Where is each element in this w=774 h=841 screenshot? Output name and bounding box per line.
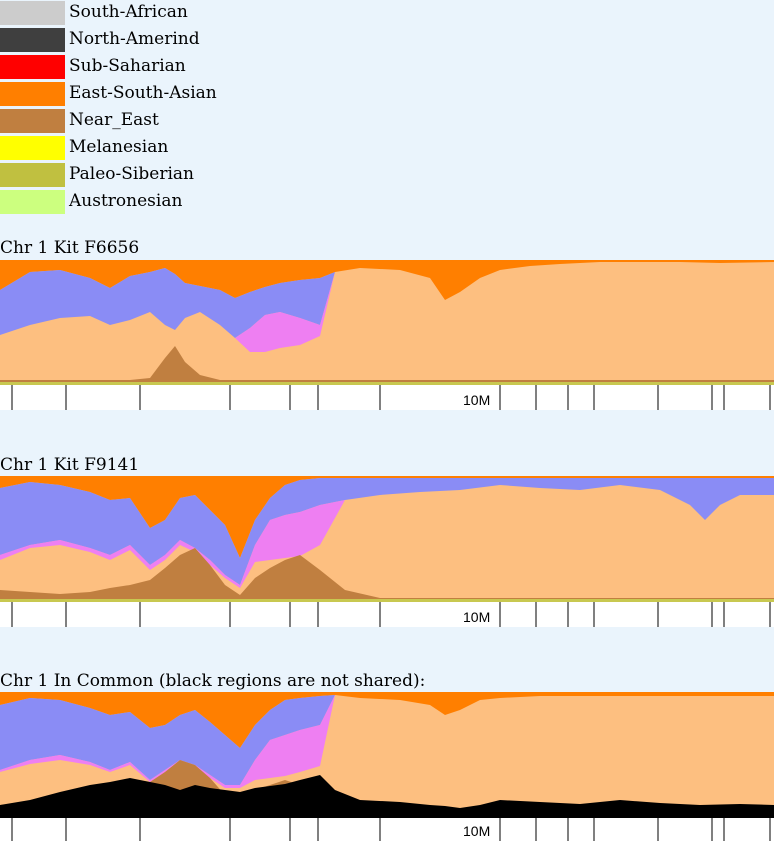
band-not-shared (0, 775, 774, 818)
legend-label: South-African (69, 2, 188, 22)
chart-panel-1: 10M (0, 476, 774, 627)
legend-label: Near_East (69, 110, 159, 130)
chart-title-kit-f9141: Chr 1 Kit F9141 (0, 455, 140, 475)
axis-band (0, 602, 774, 627)
axis-band (0, 385, 774, 410)
legend-swatch (0, 163, 65, 187)
band-periwinkle (0, 478, 774, 585)
legend-swatch (0, 1, 65, 25)
legend-item-austronesian: Austronesian (0, 189, 300, 216)
legend-item-paleo-siberian: Paleo-Siberian (0, 162, 300, 189)
band-east-south-asian (0, 476, 774, 558)
legend-item-east-south-asian: East-South-Asian (0, 81, 300, 108)
band-paleo-siberian-strip (0, 382, 774, 385)
band-east-south-asian (0, 692, 774, 748)
legend-swatch (0, 136, 65, 160)
legend-label: East-South-Asian (69, 83, 217, 103)
legend-item-south-african: South-African (0, 0, 300, 27)
legend-label: Austronesian (69, 191, 183, 211)
legend-swatch (0, 190, 65, 214)
legend-label: Paleo-Siberian (69, 164, 194, 184)
legend-swatch (0, 55, 65, 79)
band-periwinkle (0, 262, 774, 338)
band-paleo-siberian-strip (0, 599, 774, 602)
band-near-east (0, 548, 774, 602)
legend-label: Melanesian (69, 137, 169, 157)
chart-panel-0: 10M (0, 260, 774, 410)
legend-label: Sub-Saharian (69, 56, 186, 76)
band-east-south-asian (0, 260, 774, 300)
axis-tick-label: 10M (463, 609, 490, 625)
chart-title-kit-f6656: Chr 1 Kit F6656 (0, 238, 140, 258)
chart-panel-2: 10M (0, 692, 774, 841)
axis-tick-label: 10M (463, 392, 490, 408)
legend-item-sub-saharian: Sub-Saharian (0, 54, 300, 81)
legend-swatch (0, 28, 65, 52)
band-near-east (0, 346, 774, 385)
band-periwinkle (0, 695, 774, 785)
legend-swatch (0, 109, 65, 133)
legend-swatch (0, 82, 65, 106)
legend-label: North-Amerind (69, 29, 200, 49)
chart-title-in-common: Chr 1 In Common (black regions are not s… (0, 671, 426, 691)
legend-item-near-east: Near_East (0, 108, 300, 135)
axis-tick-label: 10M (463, 823, 490, 839)
legend-item-melanesian: Melanesian (0, 135, 300, 162)
axis-band (0, 818, 774, 841)
legend-item-north-amerind: North-Amerind (0, 27, 300, 54)
